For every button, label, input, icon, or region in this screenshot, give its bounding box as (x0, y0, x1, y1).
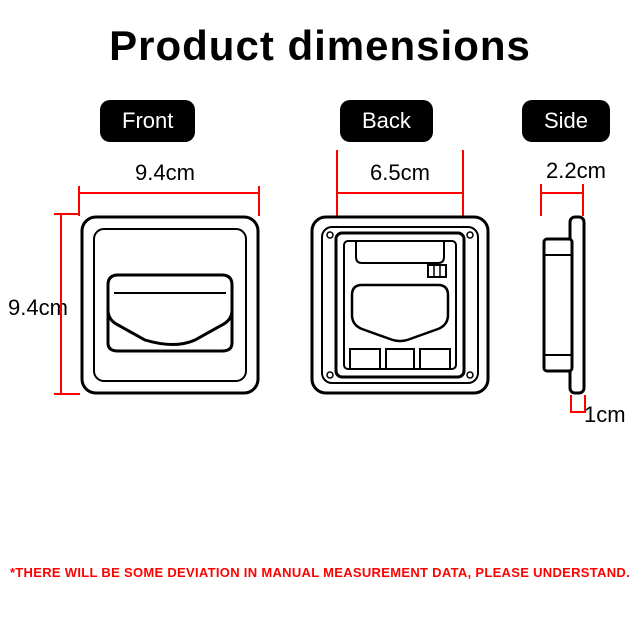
back-pill: Back (340, 100, 433, 142)
disclaimer-text: *THERE WILL BE SOME DEVIATION IN MANUAL … (0, 565, 640, 580)
back-width-guide (336, 192, 464, 194)
front-height-guide (60, 215, 62, 395)
back-pill-wrap: Back (340, 100, 433, 142)
side-depth-guide (570, 411, 586, 413)
front-pill: Front (100, 100, 195, 142)
side-pill-wrap: Side (522, 100, 610, 142)
front-width-guide (80, 192, 260, 194)
front-width-ext-r (258, 192, 260, 216)
back-width-label: 6.5cm (370, 160, 430, 186)
front-pill-wrap: Front (100, 100, 195, 142)
front-height-label: 9.4cm (8, 295, 68, 321)
front-height-ext-b (60, 393, 80, 395)
side-pill: Side (522, 100, 610, 142)
front-view (80, 215, 260, 395)
front-height-ext-t (60, 213, 80, 215)
side-width-guide (540, 192, 584, 194)
page-title: Product dimensions (0, 0, 640, 70)
side-view (540, 215, 588, 415)
front-width-label: 9.4cm (135, 160, 195, 186)
side-depth-label: 1cm (584, 402, 626, 428)
side-width-ext-r (582, 184, 584, 216)
side-width-label: 2.2cm (546, 158, 606, 184)
side-width-ext-l (540, 184, 542, 216)
back-view (310, 215, 490, 395)
